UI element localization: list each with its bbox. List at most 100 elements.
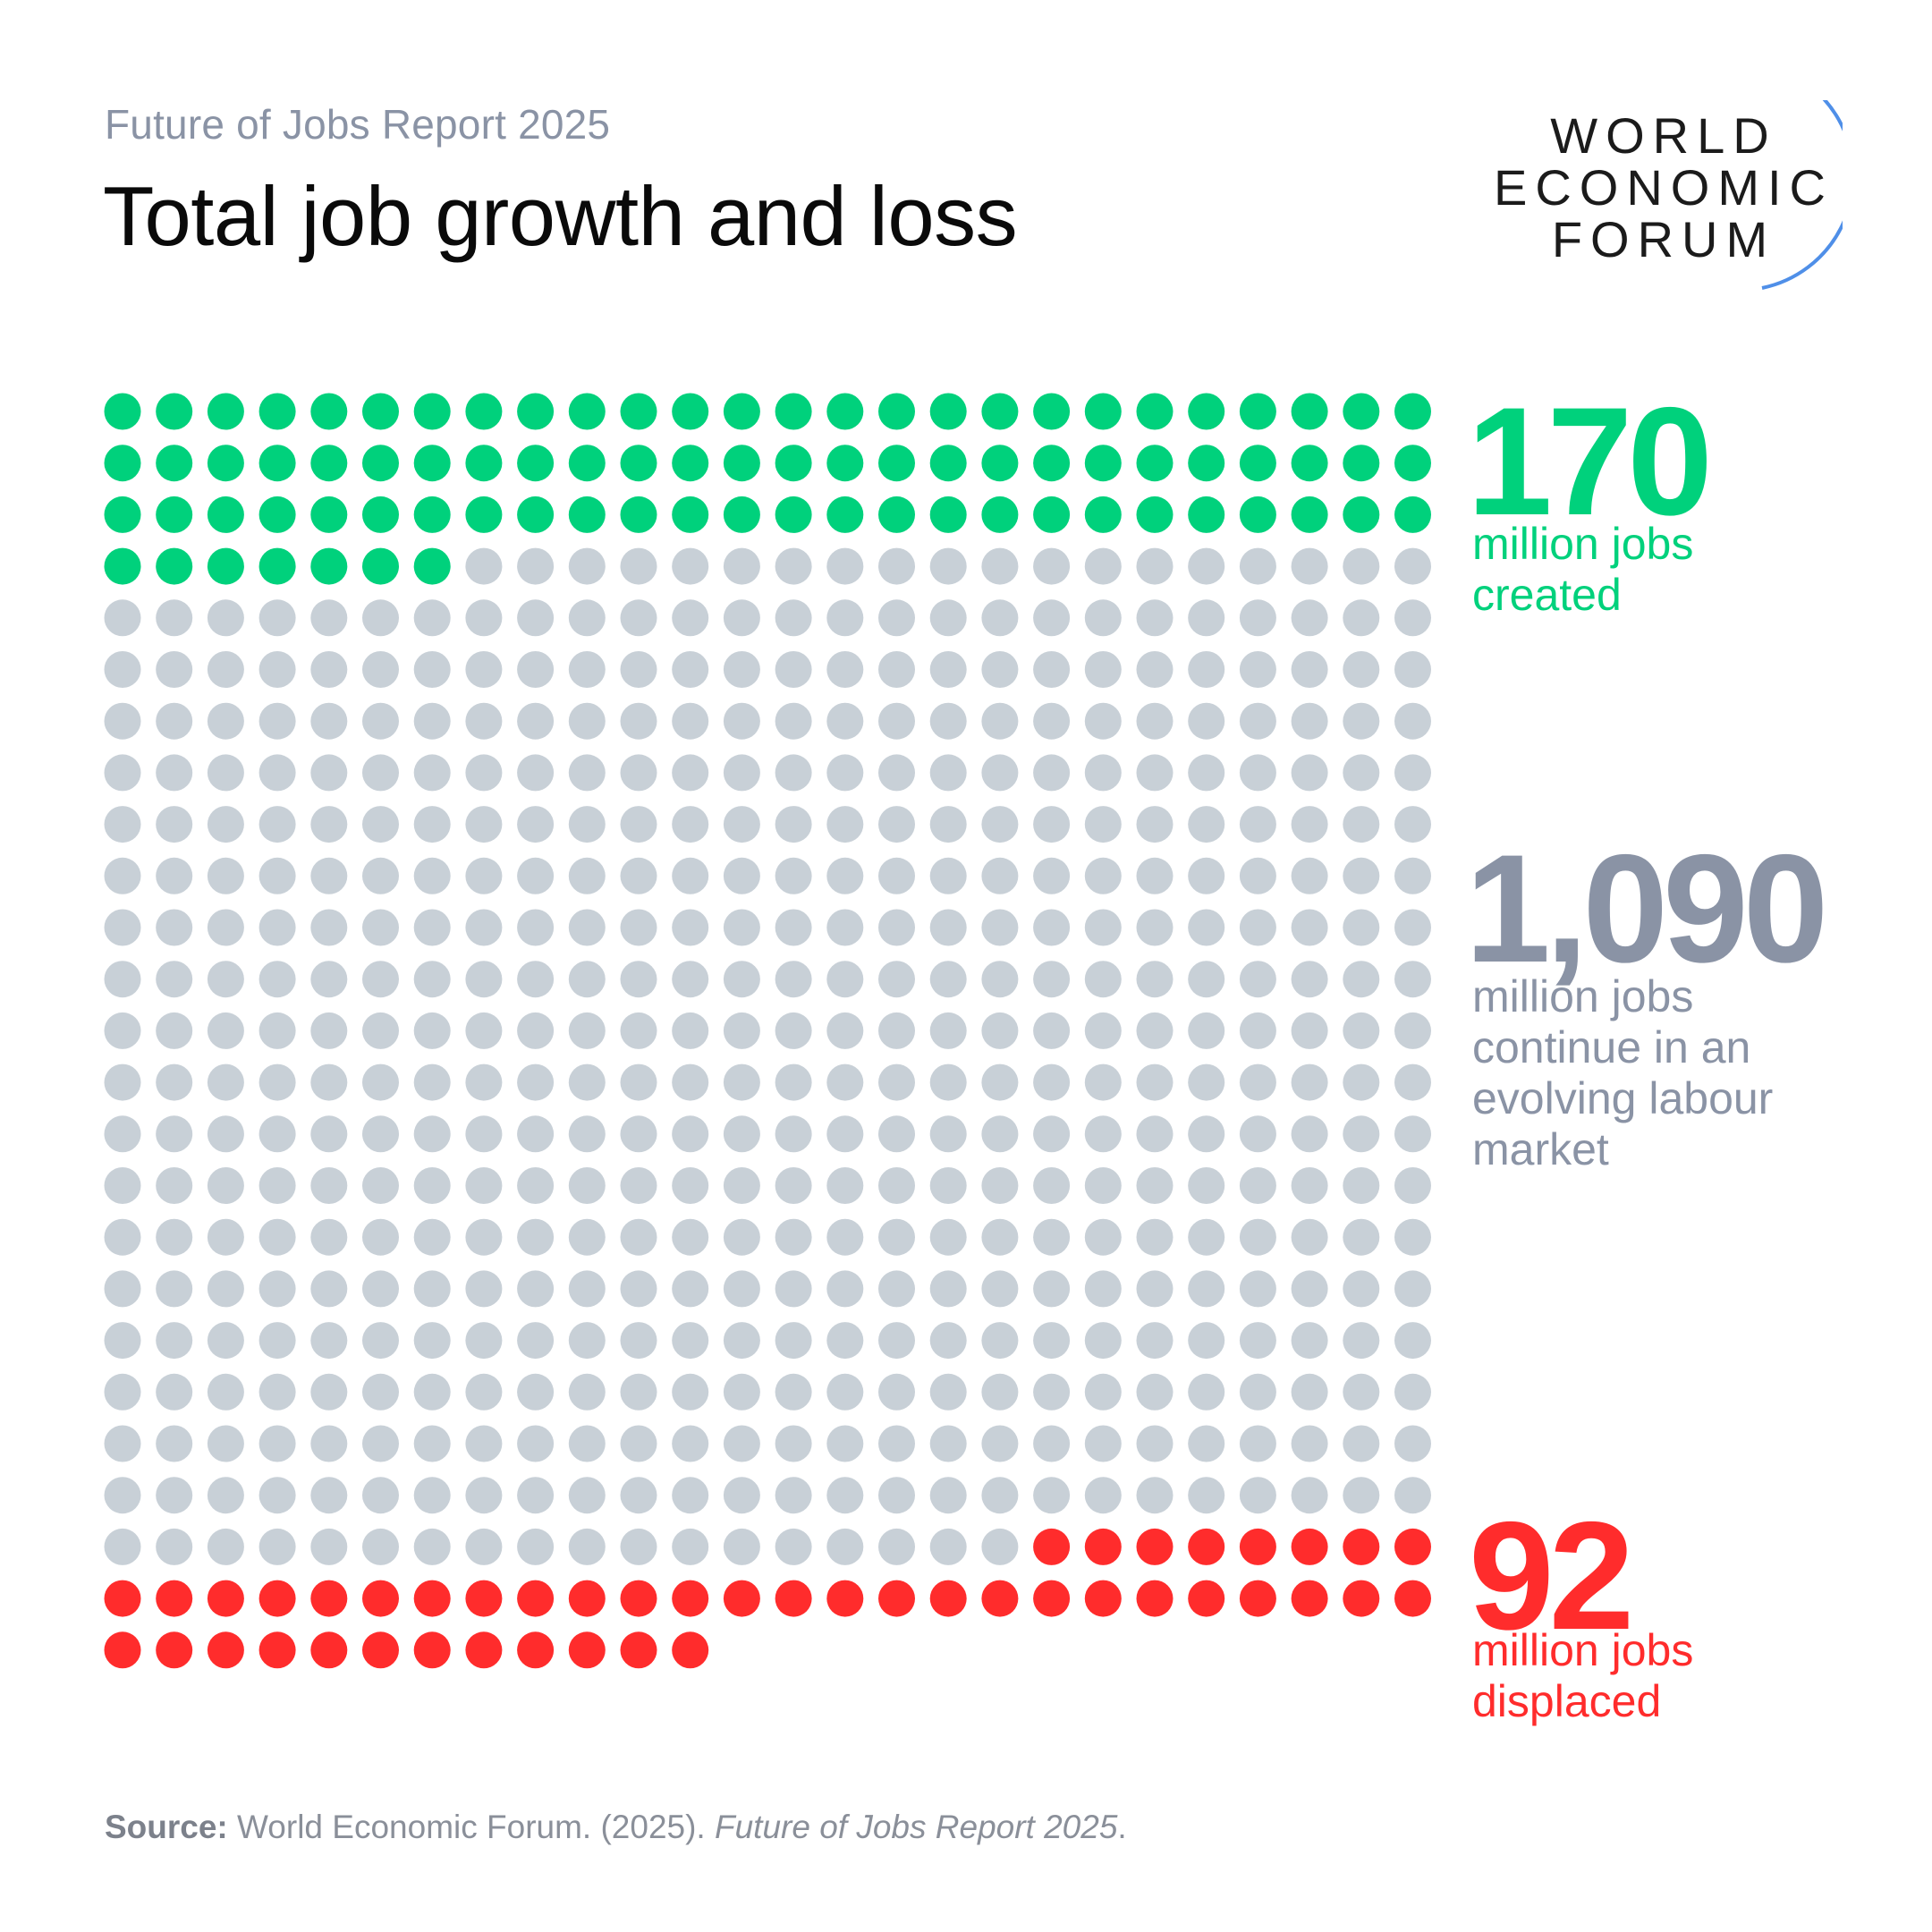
waffle-dot-continue xyxy=(568,1425,606,1462)
waffle-dot-continue xyxy=(826,1167,864,1204)
waffle-dot-continue xyxy=(775,1477,812,1514)
waffle-dot-continue xyxy=(929,1373,967,1411)
waffle-dot-continue xyxy=(620,1322,657,1360)
waffle-dot-continue xyxy=(156,1425,193,1462)
waffle-dot-continue xyxy=(568,651,606,688)
waffle-dot-continue xyxy=(568,1477,606,1514)
waffle-dot-continue xyxy=(465,754,503,792)
waffle-dot-continue xyxy=(465,1425,503,1462)
waffle-dot-continue xyxy=(207,1063,244,1101)
waffle-dot-continue xyxy=(826,1218,864,1256)
waffle-dot-continue xyxy=(104,1063,141,1101)
waffle-dot-created xyxy=(1084,393,1122,430)
waffle-dot-displaced xyxy=(1033,1528,1071,1565)
waffle-dot-continue xyxy=(1239,961,1276,998)
waffle-chart xyxy=(104,393,1431,1669)
waffle-dot-continue xyxy=(1394,1115,1431,1153)
waffle-dot-continue xyxy=(826,1477,864,1514)
waffle-dot-continue xyxy=(826,1115,864,1153)
waffle-dot-continue xyxy=(517,599,555,637)
waffle-dot-continue xyxy=(517,1115,555,1153)
waffle-dot-continue xyxy=(826,547,864,585)
waffle-dot-continue xyxy=(1033,547,1071,585)
waffle-dot-continue xyxy=(1343,599,1380,637)
waffle-dot-continue xyxy=(1394,651,1431,688)
waffle-dot-created xyxy=(775,445,812,482)
waffle-dot-continue xyxy=(1239,806,1276,843)
waffle-dot-continue xyxy=(1084,1012,1122,1049)
waffle-dot-continue xyxy=(929,1528,967,1565)
waffle-dot-continue xyxy=(981,599,1019,637)
waffle-dot-continue xyxy=(362,806,399,843)
waffle-dot-created xyxy=(1136,445,1174,482)
waffle-dot-displaced xyxy=(207,1580,244,1617)
waffle-dot-created xyxy=(258,445,296,482)
waffle-dot-created xyxy=(878,393,915,430)
waffle-dot-created xyxy=(258,393,296,430)
waffle-dot-created xyxy=(104,393,141,430)
waffle-dot-continue xyxy=(1033,651,1071,688)
waffle-dot-continue xyxy=(1136,1218,1174,1256)
waffle-dot-displaced xyxy=(826,1580,864,1617)
waffle-dot-continue xyxy=(1291,1373,1328,1411)
waffle-dot-continue xyxy=(1343,1270,1380,1308)
waffle-dot-continue xyxy=(1188,1167,1225,1204)
waffle-dot-continue xyxy=(1188,909,1225,946)
waffle-dot-continue xyxy=(568,806,606,843)
waffle-dot-continue xyxy=(981,1167,1019,1204)
waffle-dot-continue xyxy=(465,1218,503,1256)
waffle-dot-continue xyxy=(672,1167,709,1204)
waffle-dot-continue xyxy=(1188,1477,1225,1514)
waffle-dot-continue xyxy=(620,599,657,637)
waffle-dot-continue xyxy=(672,651,709,688)
waffle-dot-continue xyxy=(568,1528,606,1565)
waffle-dot-continue xyxy=(1033,1063,1071,1101)
waffle-dot-continue xyxy=(723,702,760,740)
waffle-dot-continue xyxy=(258,651,296,688)
waffle-dot-continue xyxy=(1033,1425,1071,1462)
waffle-dot-continue xyxy=(1394,1218,1431,1256)
waffle-dot-continue xyxy=(981,651,1019,688)
waffle-dot-created xyxy=(104,496,141,533)
waffle-dot-continue xyxy=(1291,1012,1328,1049)
waffle-dot-continue xyxy=(929,1115,967,1153)
waffle-dot-continue xyxy=(775,961,812,998)
waffle-dot-continue xyxy=(1084,961,1122,998)
waffle-dot-continue xyxy=(517,1528,555,1565)
waffle-dot-continue xyxy=(826,1425,864,1462)
source-text: World Economic Forum. (2025). xyxy=(227,1809,715,1845)
waffle-dot-created xyxy=(465,496,503,533)
waffle-dot-continue xyxy=(1394,547,1431,585)
waffle-dot-continue xyxy=(1291,857,1328,894)
waffle-dot-created xyxy=(929,393,967,430)
waffle-dot-continue xyxy=(362,702,399,740)
waffle-dot-continue xyxy=(1136,599,1174,637)
waffle-dot-continue xyxy=(929,1167,967,1204)
waffle-dot-created xyxy=(929,445,967,482)
waffle-dot-continue xyxy=(413,1528,451,1565)
waffle-dot-continue xyxy=(672,1425,709,1462)
waffle-dot-continue xyxy=(362,909,399,946)
waffle-dot-continue xyxy=(723,806,760,843)
waffle-dot-continue xyxy=(1394,1373,1431,1411)
waffle-dot-displaced xyxy=(1394,1528,1431,1565)
waffle-dot-continue xyxy=(207,754,244,792)
waffle-dot-continue xyxy=(1188,754,1225,792)
waffle-dot-continue xyxy=(517,547,555,585)
waffle-dot-continue xyxy=(620,909,657,946)
waffle-dot-continue xyxy=(1291,754,1328,792)
waffle-dot-continue xyxy=(981,1373,1019,1411)
waffle-dot-created xyxy=(310,547,348,585)
waffle-dot-continue xyxy=(1136,961,1174,998)
waffle-dot-continue xyxy=(362,1218,399,1256)
waffle-dot-continue xyxy=(1343,806,1380,843)
waffle-dot-continue xyxy=(1084,1218,1122,1256)
waffle-dot-continue xyxy=(1084,599,1122,637)
waffle-dot-continue xyxy=(1033,599,1071,637)
created-desc-line-1: million jobs xyxy=(1472,519,1694,569)
waffle-dot-continue xyxy=(1136,1063,1174,1101)
waffle-dot-continue xyxy=(310,961,348,998)
waffle-dot-created xyxy=(310,496,348,533)
waffle-dot-created xyxy=(517,496,555,533)
waffle-dot-continue xyxy=(1291,599,1328,637)
